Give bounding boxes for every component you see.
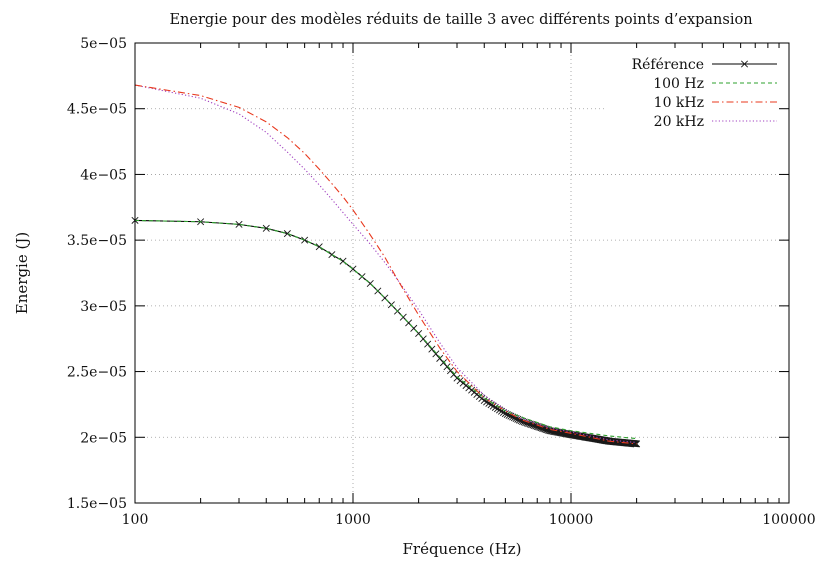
x-marker [533,422,541,430]
y-tick-label: 1.5e−05 [67,496,127,512]
x-marker [487,401,495,409]
series-layer [131,84,641,448]
x-marker [501,410,509,418]
y-tick-label: 3e−05 [80,299,127,315]
series-line-2 [134,84,637,445]
plot-frame [134,42,790,504]
x-marker [495,406,504,414]
y-tick-label: 3.5e−05 [67,233,127,249]
series-line-0 [134,219,637,445]
x-marker [328,251,336,259]
x-tick-label: 100 [122,512,149,528]
y-tick-label: 2.5e−05 [67,365,127,381]
x-tick-label: 1000 [335,512,371,528]
x-marker [262,224,270,232]
x-marker [507,412,515,420]
x-marker [489,402,497,410]
legend-label-0: Référence [632,57,704,73]
y-tick-label: 2e−05 [80,430,127,446]
x-tick-label: 100000 [762,512,815,528]
y-tick-label: 4.5e−05 [67,102,127,118]
legend-label-1: 100 Hz [653,76,704,92]
legend-label-2: 10 kHz [654,95,704,111]
legend: Référence 100 Hz 10 kHz 20 kHz [632,57,777,130]
legend-label-3: 20 kHz [654,114,704,130]
y-tick-label: 5e−05 [80,36,127,52]
x-tick-label: 10000 [549,512,594,528]
series-line-1 [134,219,637,440]
x-marker [485,399,493,407]
reference-markers [131,216,641,448]
x-marker [315,243,323,251]
x-marker [499,408,507,416]
y-axis-title: Energie (J) [13,232,31,314]
chart-title: Energie pour des modèles réduits de tail… [169,12,752,28]
grid-lines [135,43,789,503]
x-marker [283,230,291,238]
series-line-3 [134,84,637,444]
x-marker [491,403,499,411]
x-marker [235,220,243,228]
y-tick-label: 4e−05 [80,167,127,183]
x-marker [633,440,641,448]
x-marker [493,405,501,413]
legend-marker [740,60,749,68]
x-axis-title: Fréquence (Hz) [403,540,522,558]
tick-labels: 100 1000 10000 100000 1.5e−05 2e−05 2.5e−05 3e−… [67,36,816,528]
axis-ticks [134,42,790,504]
